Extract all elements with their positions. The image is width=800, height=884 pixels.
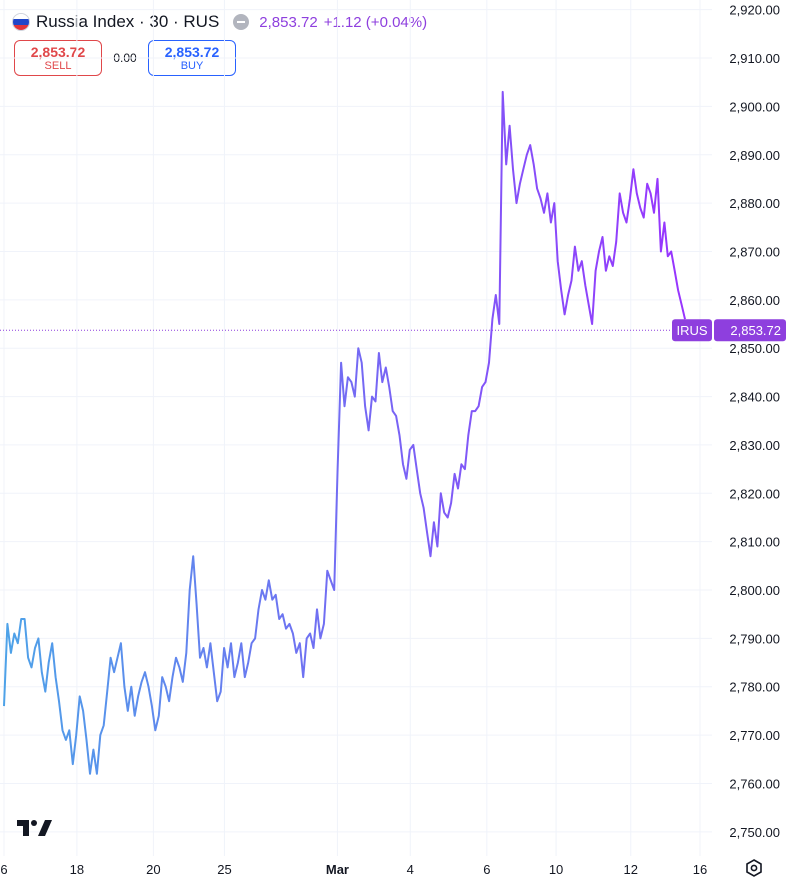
y-tick-label: 2,770.00 [729,728,780,743]
y-tick-label: 2,910.00 [729,51,780,66]
y-tick-label: 2,900.00 [729,99,780,114]
x-tick-label: 12 [624,862,638,877]
y-tick-label: 2,890.00 [729,148,780,163]
x-tick-label: 4 [407,862,414,877]
y-tick-label: 2,820.00 [729,486,780,501]
symbol-label-bg [672,319,712,342]
x-tick-label: 25 [217,862,231,877]
last-price-label-bg [714,319,786,342]
y-tick-label: 2,920.00 [729,3,780,18]
x-tick-label: 10 [549,862,563,877]
y-tick-label: 2,840.00 [729,390,780,405]
buy-price: 2,853.72 [164,43,220,60]
x-tick-label: 18 [70,862,84,877]
y-tick-label: 2,750.00 [729,825,780,840]
x-tick-label: 16 [693,862,707,877]
x-tick-label: 6 [483,862,490,877]
sell-label: SELL [44,59,72,72]
y-tick-label: 2,870.00 [729,244,780,259]
symbol-title[interactable]: Russia Index · 30 · RUS [36,12,220,31]
y-tick-label: 2,850.00 [729,341,780,356]
y-tick-label: 2,880.00 [729,196,780,211]
minus-icon[interactable] [233,14,250,30]
price-series-line [3,90,686,775]
buy-label: BUY [180,59,204,72]
y-tick-label: 2,780.00 [729,680,780,695]
y-tick-label: 2,810.00 [729,535,780,550]
y-tick-label: 2,800.00 [729,583,780,598]
settings-icon[interactable] [744,858,764,878]
y-tick-label: 2,790.00 [729,631,780,646]
tradingview-logo-icon[interactable] [17,818,53,843]
last-price-label: 2,853.72 [730,323,781,338]
x-tick-label: 6 [0,862,7,877]
y-tick-label: 2,860.00 [729,293,780,308]
x-tick-label: 20 [146,862,160,877]
x-tick-label: Mar [326,862,349,877]
symbol-title-row: Russia Index · 30 · RUS 2,853.72 +1.12 (… [12,12,427,32]
y-tick-label: 2,830.00 [729,438,780,453]
y-tick-label: 2,760.00 [729,776,780,791]
sell-price: 2,853.72 [30,43,86,60]
russia-flag-icon [12,13,30,31]
last-price: 2,853.72 [259,13,318,31]
symbol-label: IRUS [676,323,707,338]
price-change: +1.12 (+0.04%) [323,13,428,31]
